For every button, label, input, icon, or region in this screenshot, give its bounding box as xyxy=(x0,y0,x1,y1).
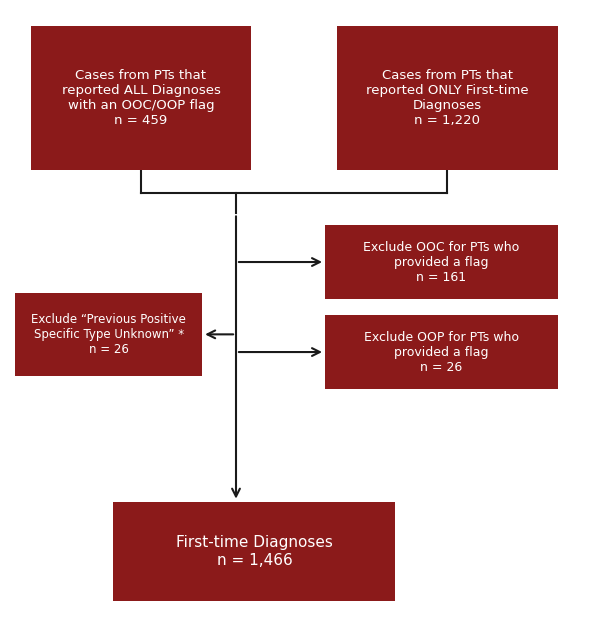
Text: First-time Diagnoses
n = 1,466: First-time Diagnoses n = 1,466 xyxy=(176,535,333,568)
FancyBboxPatch shape xyxy=(15,293,202,376)
FancyBboxPatch shape xyxy=(113,502,395,601)
FancyBboxPatch shape xyxy=(337,26,558,170)
Text: Exclude OOP for PTs who
provided a flag
n = 26: Exclude OOP for PTs who provided a flag … xyxy=(364,331,519,374)
Text: Cases from PTs that
reported ALL Diagnoses
with an OOC/OOP flag
n = 459: Cases from PTs that reported ALL Diagnos… xyxy=(61,69,221,127)
Text: Exclude “Previous Positive
Specific Type Unknown” *
n = 26: Exclude “Previous Positive Specific Type… xyxy=(31,313,186,356)
FancyBboxPatch shape xyxy=(325,315,558,389)
Text: Cases from PTs that
reported ONLY First-time
Diagnoses
n = 1,220: Cases from PTs that reported ONLY First-… xyxy=(366,69,529,127)
FancyBboxPatch shape xyxy=(325,225,558,299)
Text: Exclude OOC for PTs who
provided a flag
n = 161: Exclude OOC for PTs who provided a flag … xyxy=(364,240,519,284)
FancyBboxPatch shape xyxy=(31,26,251,170)
